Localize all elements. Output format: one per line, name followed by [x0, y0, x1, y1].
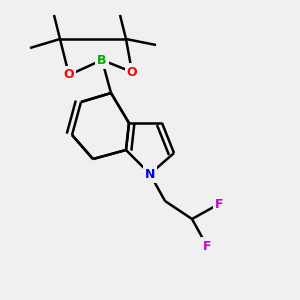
Text: F: F	[215, 197, 223, 211]
Text: O: O	[127, 65, 137, 79]
Text: B: B	[97, 53, 107, 67]
Text: O: O	[64, 68, 74, 82]
Text: F: F	[203, 239, 211, 253]
Text: N: N	[145, 167, 155, 181]
